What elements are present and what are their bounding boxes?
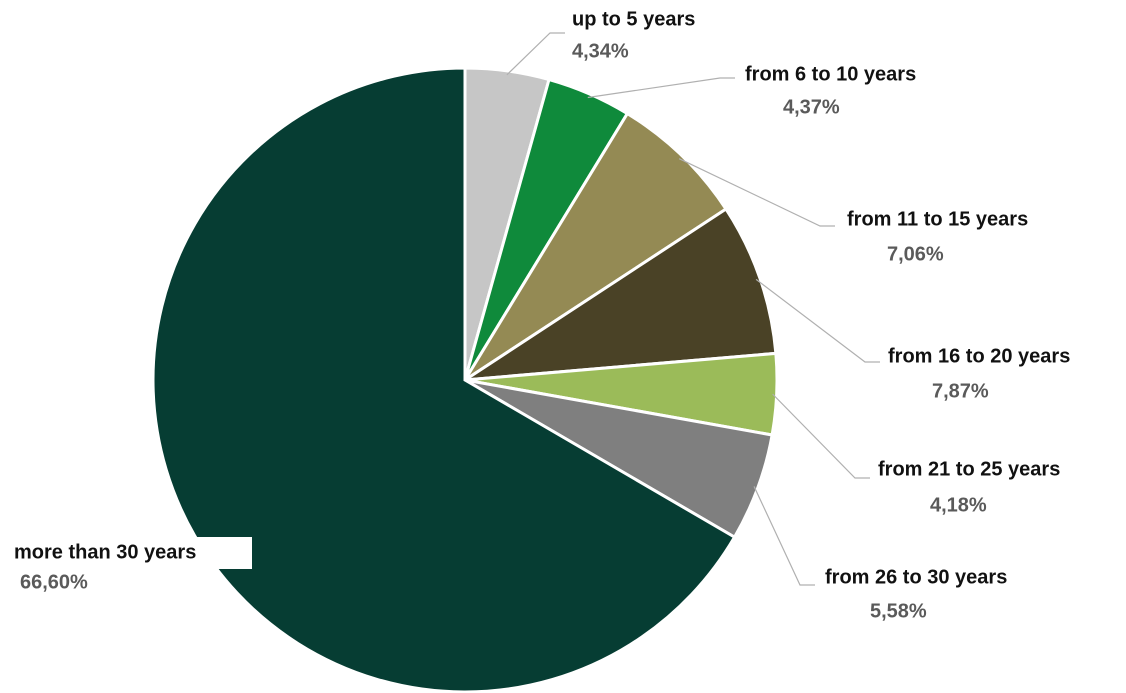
slice-value-label: 4,34%	[572, 40, 629, 62]
label-background	[10, 537, 252, 569]
slice-label: from 6 to 10 years	[745, 63, 916, 85]
leader-line	[772, 393, 870, 479]
slice-value-label: 7,87%	[932, 380, 989, 402]
slice-value-label: 5,58%	[870, 600, 927, 622]
leader-line	[755, 278, 880, 363]
slice-label: from 16 to 20 years	[888, 345, 1070, 367]
slice-value-label: 4,37%	[783, 96, 840, 118]
slice-label: from 26 to 30 years	[825, 566, 1007, 588]
slice-label: from 11 to 15 years	[847, 208, 1028, 230]
leader-line	[506, 32, 565, 76]
pie-slice	[151, 66, 737, 693]
slice-value-label: 7,06%	[887, 243, 944, 265]
leader-line	[587, 77, 735, 99]
slice-value-label: 4,18%	[930, 494, 987, 516]
slice-label: up to 5 years	[572, 8, 695, 30]
slice-label: more than 30 years	[14, 541, 196, 563]
leader-line	[753, 486, 815, 586]
pie-slice	[463, 111, 729, 382]
pie-slice	[464, 206, 778, 382]
leader-line	[678, 158, 835, 227]
slice-value-label: 66,60%	[20, 571, 88, 593]
slice-label: from 21 to 25 years	[878, 458, 1060, 480]
